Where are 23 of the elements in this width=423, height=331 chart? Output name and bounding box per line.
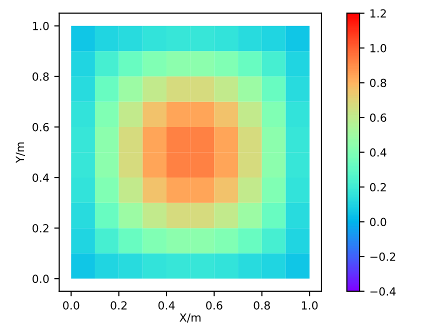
color-bar-label: 0.0 <box>370 218 386 226</box>
y-tick-label: 0.0 <box>32 274 49 284</box>
x-axis-title: X/m <box>180 313 200 323</box>
y-axis-title: Y/m <box>16 142 25 163</box>
color-bar-label: −0.4 <box>370 287 396 296</box>
y-tick-label: 0.2 <box>32 224 48 232</box>
color-bar-label: 0.4 <box>370 148 386 157</box>
x-tick-label: 0.6 <box>206 301 222 310</box>
x-tick-label: 0.0 <box>63 301 80 310</box>
color-bar-label: 1.0 <box>370 44 386 52</box>
x-tick-label: 1.0 <box>302 301 318 310</box>
y-tick-label: 0.8 <box>32 72 49 81</box>
y-tick-label: 1.0 <box>33 22 49 30</box>
color-bar-label: −0.2 <box>370 252 396 261</box>
color-bar-label: 0.6 <box>370 113 386 122</box>
y-tick-label: 0.4 <box>32 174 49 182</box>
x-tick-label: 0.2 <box>110 301 127 310</box>
y-tick-label: 0.6 <box>32 122 49 132</box>
x-tick-label: 0.8 <box>254 301 270 310</box>
x-tick-label: 0.4 <box>158 301 175 310</box>
color-bar-label: 0.8 <box>370 78 386 88</box>
color-bar-label: 0.2 <box>370 182 386 192</box>
color-bar-label: 1.2 <box>370 9 386 18</box>
